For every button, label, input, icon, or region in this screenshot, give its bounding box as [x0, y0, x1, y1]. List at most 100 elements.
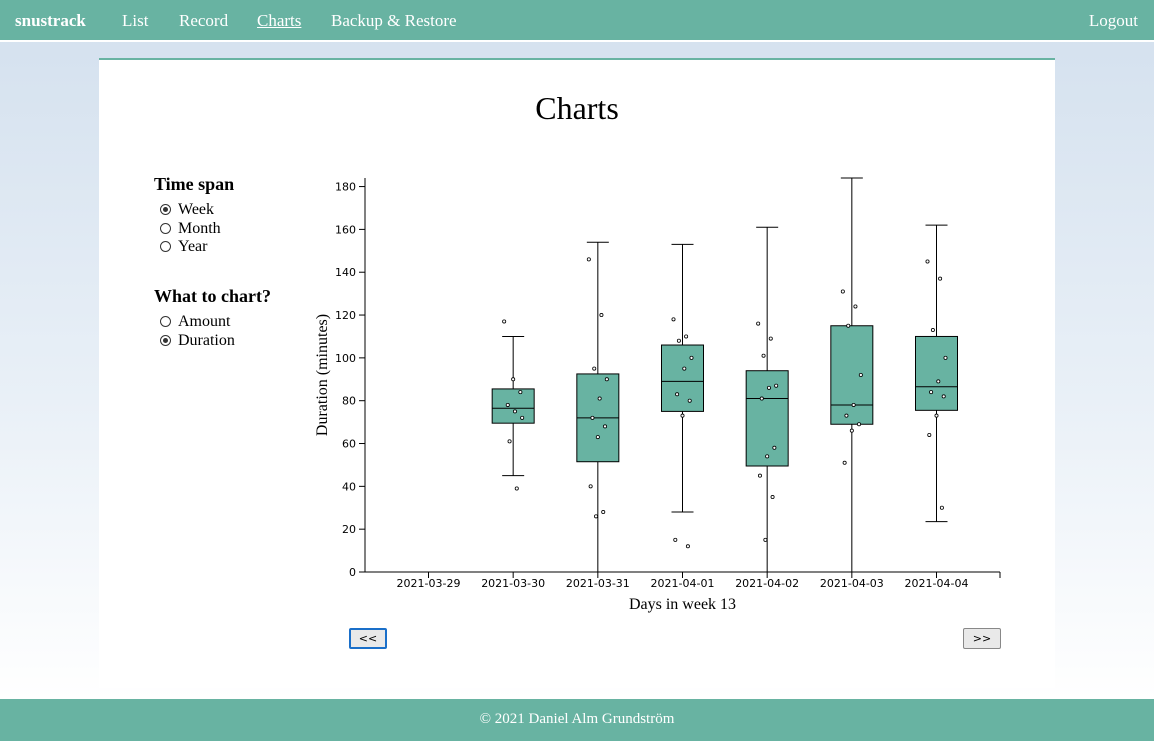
time-span-title: Time span [154, 174, 235, 194]
x-tick-label: 2021-04-02 [735, 577, 799, 590]
data-point [943, 355, 948, 360]
data-point [938, 276, 943, 281]
radio-year-label: Year [178, 237, 208, 255]
radio-month-label: Month [178, 219, 221, 237]
y-tick-label: 140 [335, 266, 356, 279]
radio-month-button[interactable] [160, 223, 171, 234]
nav-link-list[interactable]: List [122, 11, 149, 30]
radio-amount[interactable]: Amount [160, 312, 230, 331]
data-point [685, 544, 690, 549]
radio-year-button[interactable] [160, 241, 171, 252]
radio-amount-label: Amount [178, 312, 231, 330]
nav-link-record[interactable]: Record [179, 11, 229, 30]
data-point [925, 259, 930, 264]
data-point [512, 409, 517, 414]
data-point [842, 460, 847, 465]
radio-year[interactable]: Year [160, 237, 207, 256]
data-point [588, 484, 593, 489]
data-point [761, 353, 766, 358]
data-point [941, 394, 946, 399]
y-tick-label: 120 [335, 309, 356, 322]
data-point [765, 454, 770, 459]
data-point [594, 514, 599, 519]
data-point [689, 355, 694, 360]
nav-link-backup-restore[interactable]: Backup & Restore [331, 11, 457, 30]
data-point [592, 366, 597, 371]
data-point [927, 432, 932, 437]
content-card: Charts Time span Week Month Year What to… [99, 58, 1055, 688]
data-point [770, 495, 775, 500]
data-point [757, 473, 762, 478]
data-point [768, 336, 773, 341]
data-point [772, 445, 777, 450]
data-point [676, 338, 681, 343]
radio-week[interactable]: Week [160, 200, 214, 219]
data-point [851, 402, 856, 407]
data-point [680, 413, 685, 418]
data-point [673, 537, 678, 542]
box [745, 370, 789, 467]
x-tick-label: 2021-04-03 [820, 577, 884, 590]
brand-link[interactable]: snustrack [15, 11, 86, 30]
data-point [599, 313, 604, 318]
data-point [858, 372, 863, 377]
data-point [520, 415, 525, 420]
data-point [756, 321, 761, 326]
data-point [930, 328, 935, 333]
data-point [763, 537, 768, 542]
footer: © 2021 Daniel Alm Grundström [0, 699, 1154, 741]
y-axis-label: Duration (minutes) [314, 314, 331, 436]
nav-link-charts[interactable]: Charts [257, 11, 302, 30]
data-point [684, 334, 689, 339]
data-point [595, 435, 600, 440]
data-point [939, 505, 944, 510]
data-point [846, 323, 851, 328]
data-point [936, 379, 941, 384]
radio-week-label: Week [178, 200, 215, 218]
what-to-chart-title: What to chart? [154, 286, 271, 306]
data-point [849, 428, 854, 433]
data-point [682, 366, 687, 371]
data-point [511, 377, 516, 382]
y-tick-label: 80 [342, 395, 356, 408]
previous-week-button[interactable]: << [349, 628, 387, 649]
data-point [857, 422, 862, 427]
box [830, 325, 874, 425]
data-point [514, 486, 519, 491]
x-axis-label: Days in week 13 [629, 596, 736, 613]
x-tick-label: 2021-04-04 [905, 577, 969, 590]
data-point [590, 415, 595, 420]
logout-link[interactable]: Logout [1088, 11, 1138, 30]
box [661, 344, 704, 412]
data-point [929, 390, 934, 395]
data-point [759, 396, 764, 401]
y-tick-label: 20 [342, 523, 356, 536]
data-point [934, 413, 939, 418]
radio-amount-button[interactable] [160, 316, 171, 327]
data-point [505, 402, 510, 407]
radio-duration-button[interactable] [160, 335, 171, 346]
page-title: Charts [535, 90, 619, 126]
y-tick-label: 60 [342, 438, 356, 451]
data-point [853, 304, 858, 309]
y-tick-label: 180 [335, 181, 356, 194]
radio-week-button[interactable] [160, 204, 171, 215]
data-point [603, 424, 608, 429]
radio-month[interactable]: Month [160, 219, 221, 238]
data-point [687, 398, 692, 403]
next-week-button[interactable]: >> [963, 628, 1001, 649]
data-point [502, 319, 507, 324]
y-tick-label: 40 [342, 480, 356, 493]
x-tick-label: 2021-03-30 [481, 577, 545, 590]
data-point [597, 396, 602, 401]
data-point [507, 439, 512, 444]
radio-duration[interactable]: Duration [160, 331, 235, 350]
y-tick-label: 100 [335, 352, 356, 365]
data-point [601, 510, 606, 515]
x-tick-label: 2021-03-29 [397, 577, 461, 590]
data-point [604, 377, 609, 382]
data-point [844, 413, 849, 418]
data-point [675, 392, 680, 397]
y-tick-label: 160 [335, 223, 356, 236]
